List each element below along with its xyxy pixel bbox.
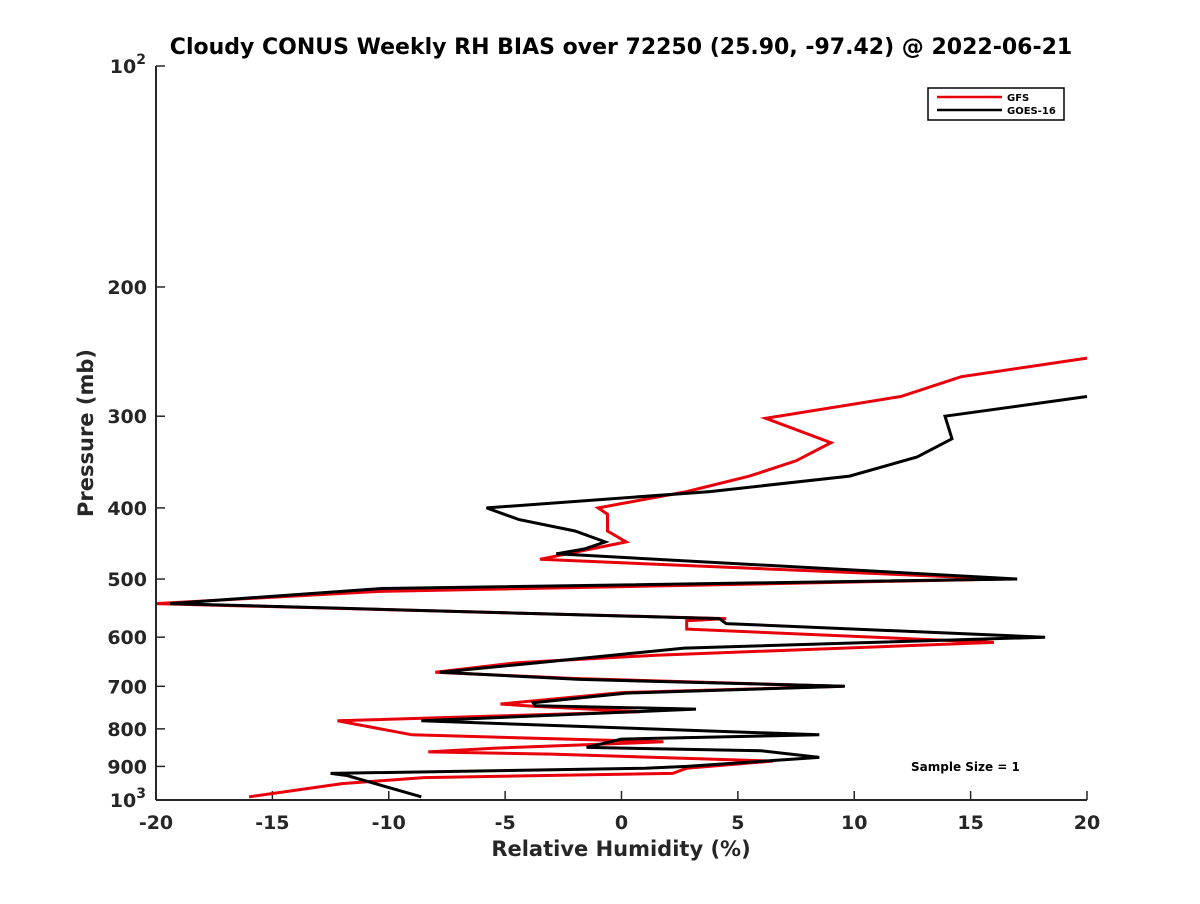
y-tick-base: 10 bbox=[110, 56, 136, 78]
y-tick-label: 103 bbox=[110, 786, 146, 812]
y-tick-label: 900 bbox=[107, 756, 147, 778]
y-tick-label: 800 bbox=[107, 719, 147, 741]
y-tick-label: 102 bbox=[110, 52, 146, 78]
y-tick-label: 500 bbox=[107, 569, 147, 591]
y-tick-label: 600 bbox=[107, 627, 147, 649]
legend: GFS GOES-16 bbox=[927, 87, 1065, 121]
legend-label: GOES-16 bbox=[1007, 106, 1056, 117]
x-axis-ticks: -20 -15 -10 -5 0 5 10 15 20 bbox=[139, 791, 1100, 834]
x-tick-label: -5 bbox=[495, 812, 516, 834]
y-tick-exponent: 2 bbox=[136, 52, 146, 68]
x-tick-label: 5 bbox=[731, 812, 744, 834]
x-tick-label: -20 bbox=[139, 812, 173, 834]
legend-box bbox=[927, 87, 1065, 121]
x-tick-label: 20 bbox=[1074, 812, 1100, 834]
series-line-1 bbox=[169, 395, 1088, 799]
y-tick-label: 300 bbox=[107, 406, 147, 428]
x-tick-label: 15 bbox=[957, 812, 983, 834]
series-lines bbox=[155, 356, 1088, 799]
plot-area: -20 -15 -10 -5 0 5 10 15 20 200 300 400 500 600 700 80… bbox=[107, 52, 1100, 834]
x-axis-label: Relative Humidity (%) bbox=[491, 837, 750, 861]
x-tick-label: -10 bbox=[372, 812, 406, 834]
y-axis-label: Pressure (mb) bbox=[74, 349, 98, 517]
x-tick-label: -15 bbox=[255, 812, 289, 834]
y-tick-label: 400 bbox=[107, 498, 147, 520]
x-tick-label: 10 bbox=[841, 812, 867, 834]
series-line-0 bbox=[155, 356, 1088, 799]
y-tick-label: 200 bbox=[107, 277, 147, 299]
legend-label: GFS bbox=[1007, 93, 1029, 104]
y-tick-base: 10 bbox=[110, 790, 136, 812]
chart-title: Cloudy CONUS Weekly RH BIAS over 72250 (… bbox=[170, 35, 1072, 60]
y-tick-exponent: 3 bbox=[136, 786, 146, 802]
sample-size-annotation: Sample Size = 1 bbox=[911, 760, 1020, 774]
y-tick-label: 700 bbox=[107, 676, 147, 698]
x-tick-label: 0 bbox=[615, 812, 628, 834]
